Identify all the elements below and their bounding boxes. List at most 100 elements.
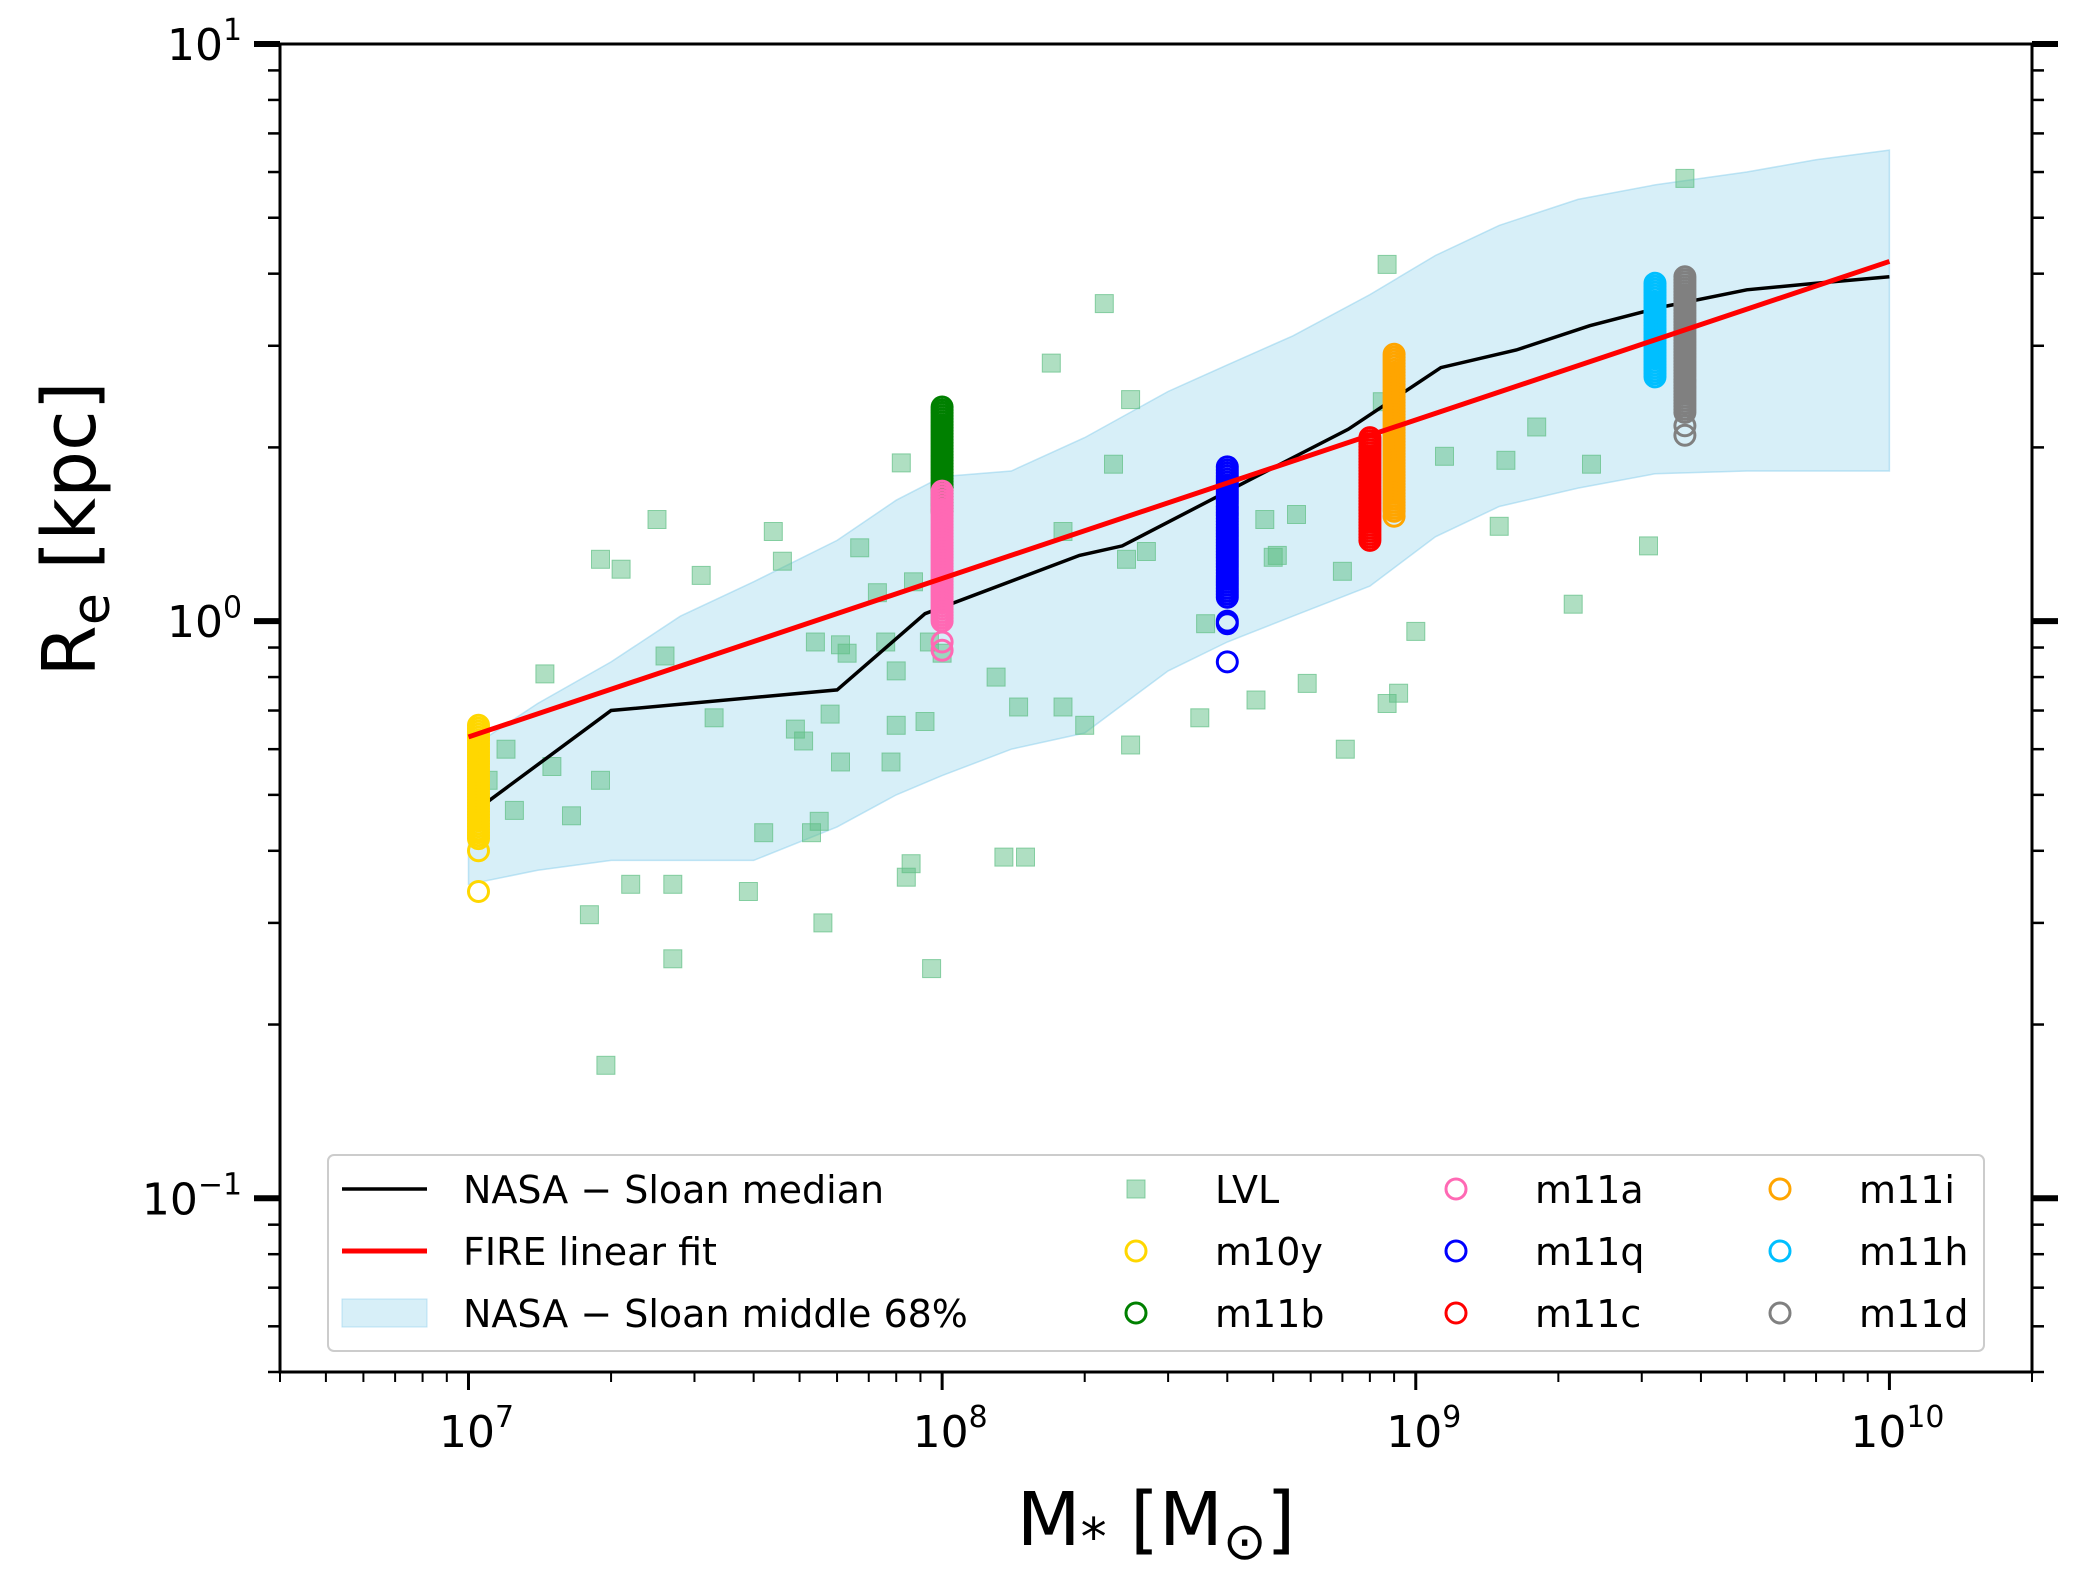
- lvl-point: [1332, 561, 1352, 581]
- lvl-point: [1406, 621, 1426, 641]
- legend-swatch: [1444, 1239, 1468, 1263]
- series-m11h: [1643, 271, 1667, 389]
- lvl-point: [820, 704, 840, 724]
- lvl-point: [1335, 739, 1355, 759]
- point-m10y: [467, 839, 490, 863]
- lvl-point: [1255, 510, 1275, 529]
- point-m11h: [1643, 365, 1667, 389]
- lvl-point: [831, 752, 850, 772]
- legend-box: [327, 1154, 1985, 1352]
- fit-line: [467, 259, 1891, 740]
- legend-label: m11c: [1535, 1292, 1641, 1336]
- lvl-point: [1297, 673, 1317, 693]
- lvl-point: [886, 715, 906, 735]
- lvl-point: [1582, 454, 1601, 474]
- median-line: [467, 275, 1890, 818]
- lvl-point: [886, 661, 906, 681]
- lvl-point: [1121, 390, 1141, 410]
- lvl-point: [1435, 446, 1454, 466]
- legend-item-m11b: m11b: [1124, 1292, 1325, 1336]
- lvl-point: [891, 453, 911, 473]
- lvl-point: [611, 559, 631, 579]
- legend-swatch: [1444, 1301, 1468, 1325]
- lvl-point: [542, 757, 562, 776]
- point-m10y: [467, 880, 490, 903]
- lvl-point: [1136, 542, 1156, 561]
- point-m11i: [1382, 504, 1406, 528]
- lvl-point: [794, 731, 814, 751]
- point-m11q: [1215, 650, 1239, 674]
- lvl-point: [647, 510, 667, 529]
- legend-label: m11i: [1859, 1168, 1955, 1212]
- lvl-point: [621, 874, 641, 894]
- lvl-point: [772, 551, 792, 571]
- legend-item-nasa-sloan-median: NASA − Sloan median: [342, 1168, 884, 1212]
- legend-label: m11h: [1859, 1230, 1968, 1274]
- lvl-point: [1527, 417, 1547, 437]
- lvl-point: [1377, 254, 1397, 274]
- legend-item-fire-linear-fit: FIRE linear fit: [342, 1230, 717, 1274]
- point-m11a: [930, 630, 954, 654]
- legend-label: LVL: [1215, 1168, 1279, 1212]
- legend-swatch: [1768, 1301, 1792, 1325]
- legend-item-m10y: m10y: [1124, 1230, 1323, 1274]
- lvl-point: [1196, 614, 1216, 634]
- lvl-point: [1075, 715, 1095, 735]
- lvl-point: [837, 643, 857, 663]
- legend-swatch: [1124, 1239, 1148, 1263]
- point-m11q: [1215, 585, 1239, 609]
- fit-line-layer: [467, 259, 1891, 740]
- lvl-point: [1009, 697, 1029, 717]
- legend-swatch: [1768, 1177, 1792, 1201]
- legend-swatch: [341, 1298, 428, 1328]
- y-tick-label: 101: [167, 13, 242, 71]
- point-m11d: [1673, 414, 1697, 438]
- series-m10y: [467, 713, 490, 903]
- lvl-point: [994, 847, 1014, 867]
- lvl-point: [922, 959, 942, 979]
- point-m11q: [1215, 609, 1239, 633]
- lvl-point: [1639, 536, 1658, 556]
- series-m11d: [1673, 265, 1697, 447]
- lvl-point: [881, 752, 901, 772]
- legend-label: m10y: [1215, 1230, 1323, 1274]
- y-axis-label: Re [kpc]: [27, 381, 122, 676]
- lvl-point: [850, 538, 870, 558]
- x-axis-label: M* [M⊙]: [1017, 1477, 1296, 1572]
- lvl-point: [591, 549, 610, 569]
- lvl-point: [915, 712, 935, 731]
- lvl-point: [1563, 594, 1583, 614]
- lvl-point: [1190, 708, 1210, 728]
- lvl-point: [1104, 454, 1123, 474]
- series-m11q: [1215, 455, 1239, 674]
- lvl-point: [591, 770, 610, 790]
- lvl-point: [562, 806, 581, 826]
- lvl-point: [596, 1055, 616, 1075]
- lvl-point: [1094, 294, 1114, 314]
- y-tick-label: 100: [167, 590, 242, 648]
- lvl-point: [738, 882, 758, 901]
- lvl-point: [805, 632, 825, 652]
- lvl-point: [1489, 516, 1509, 536]
- point-m10y: [467, 827, 490, 851]
- legend-label: m11b: [1215, 1292, 1325, 1336]
- x-tick-label: 107: [439, 1400, 514, 1458]
- lvl-point: [1117, 549, 1136, 569]
- legend-swatch: [1768, 1239, 1792, 1263]
- lvl-point: [1287, 505, 1306, 524]
- axes-layer: 107 108 109 1010 10−1 100 101: [142, 13, 2058, 1458]
- lvl-point: [754, 823, 774, 843]
- lvl-point: [809, 811, 829, 831]
- x-tick-label: 108: [913, 1400, 988, 1458]
- legend-item-m11q: m11q: [1444, 1230, 1645, 1274]
- y-tick-label: 10−1: [142, 1167, 242, 1225]
- lvl-point: [901, 854, 921, 874]
- point-m11a: [930, 638, 954, 662]
- lvl-point: [1121, 735, 1141, 755]
- legend-item-m11a: m11a: [1444, 1168, 1644, 1212]
- lvl-point: [663, 949, 683, 969]
- legend-label: m11a: [1535, 1168, 1644, 1212]
- point-m11c: [1358, 528, 1382, 552]
